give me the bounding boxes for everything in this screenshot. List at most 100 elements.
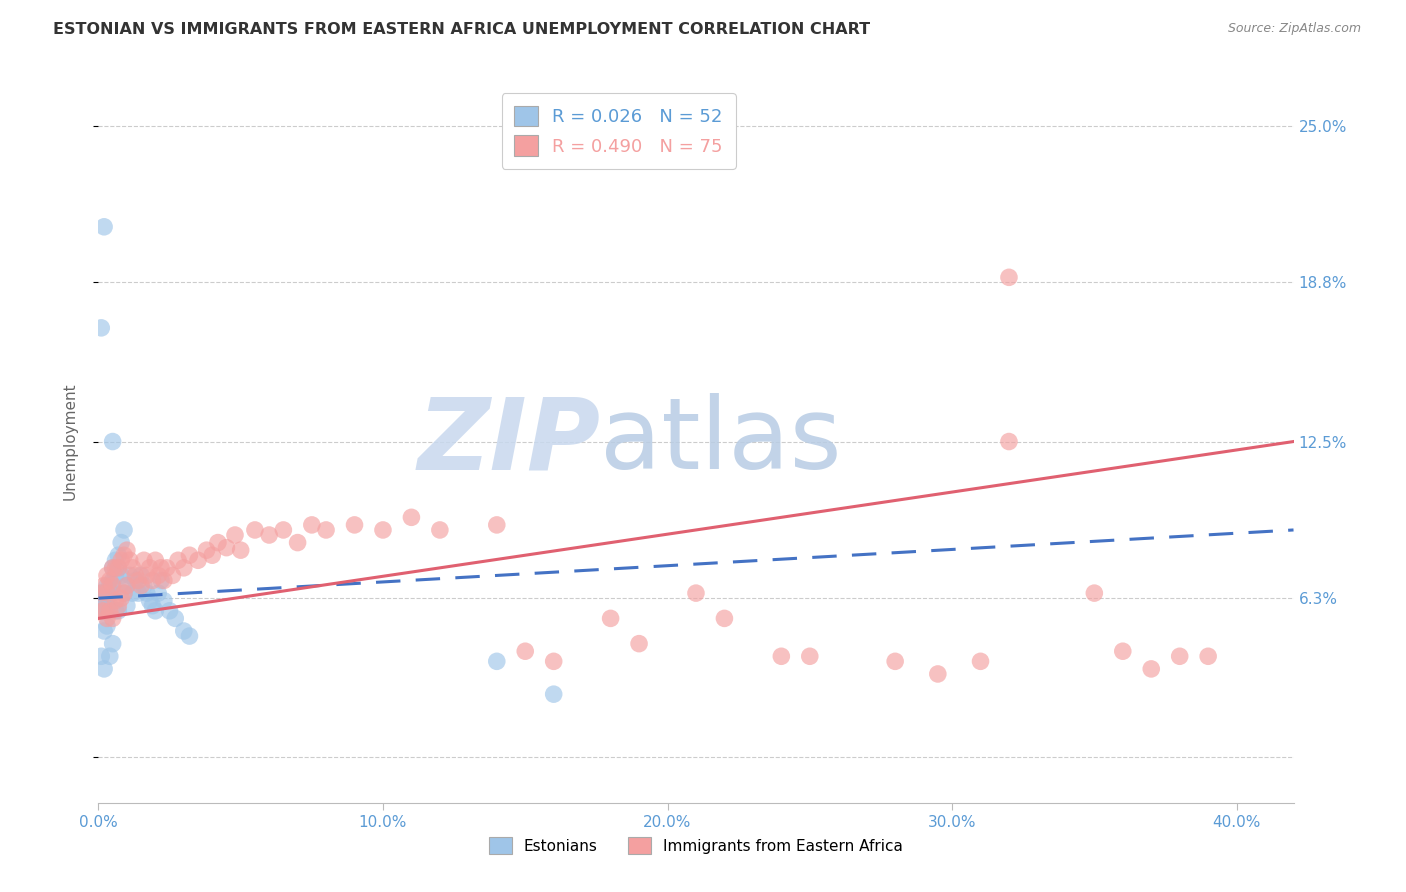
Point (148, 586, 170, 600)
Point (195, 543, 218, 558)
Point (207, 535, 229, 549)
Point (770, 649, 793, 664)
Point (187, 553, 209, 567)
Point (224, 528, 246, 542)
Point (118, 553, 141, 567)
Point (101, 637, 124, 651)
Point (110, 535, 132, 549)
Point (98, 649, 121, 664)
Point (104, 561, 127, 575)
Point (485, 517, 508, 532)
Point (101, 578, 124, 592)
Point (132, 578, 155, 592)
Point (110, 568, 132, 582)
Point (96, 578, 118, 592)
Point (257, 528, 280, 542)
Point (173, 561, 195, 575)
Point (101, 434, 124, 449)
Point (179, 548, 201, 562)
Point (132, 553, 155, 567)
Point (229, 543, 252, 558)
Point (135, 586, 157, 600)
Legend: Estonians, Immigrants from Eastern Africa: Estonians, Immigrants from Eastern Afric… (482, 831, 910, 860)
Point (1168, 649, 1191, 664)
Point (112, 548, 135, 562)
Point (138, 561, 160, 575)
Point (127, 586, 149, 600)
Point (124, 568, 146, 582)
Point (93, 624, 115, 638)
Point (93, 586, 115, 600)
Point (628, 637, 651, 651)
Point (884, 654, 907, 668)
Point (93, 662, 115, 676)
Point (159, 604, 181, 618)
Point (104, 568, 127, 582)
Point (543, 654, 565, 668)
Point (101, 574, 124, 588)
Point (115, 578, 138, 592)
Point (998, 434, 1021, 449)
Point (90, 321, 112, 335)
Text: ZIP: ZIP (418, 393, 600, 490)
Point (1197, 649, 1219, 664)
Point (343, 517, 366, 532)
Text: atlas: atlas (600, 393, 842, 490)
Point (115, 578, 138, 592)
Point (173, 624, 195, 638)
Point (485, 654, 508, 668)
Text: Source: ZipAtlas.com: Source: ZipAtlas.com (1227, 22, 1361, 36)
Point (713, 611, 735, 625)
Point (371, 523, 394, 537)
Point (301, 517, 323, 532)
Point (115, 599, 138, 613)
Point (93, 219, 115, 234)
Point (107, 604, 129, 618)
Point (138, 593, 160, 607)
Point (143, 604, 166, 618)
Point (179, 629, 201, 643)
Point (969, 654, 991, 668)
Point (110, 591, 132, 606)
Point (115, 543, 138, 558)
Point (104, 593, 127, 607)
Point (118, 568, 141, 582)
Point (96, 619, 118, 633)
Point (165, 611, 187, 625)
Point (153, 593, 176, 607)
Point (315, 523, 337, 537)
Point (121, 586, 143, 600)
Point (515, 644, 537, 658)
Point (543, 687, 565, 701)
Point (148, 568, 170, 582)
Point (150, 561, 173, 575)
Point (93, 604, 115, 618)
Point (156, 561, 179, 575)
Point (96, 568, 118, 582)
Point (127, 574, 149, 588)
Point (1140, 662, 1163, 676)
Point (129, 578, 152, 592)
Point (90, 604, 112, 618)
Point (107, 548, 129, 562)
Point (685, 586, 707, 600)
Point (201, 548, 224, 562)
Point (101, 561, 124, 575)
Point (93, 578, 115, 592)
Point (287, 535, 309, 549)
Point (1083, 586, 1105, 600)
Point (273, 523, 295, 537)
Point (90, 593, 112, 607)
Point (998, 270, 1021, 285)
Point (104, 553, 127, 567)
Point (153, 574, 176, 588)
Point (124, 574, 146, 588)
Point (98, 574, 121, 588)
Point (107, 561, 129, 575)
Point (90, 586, 112, 600)
Point (215, 541, 238, 555)
Point (121, 561, 143, 575)
Text: ESTONIAN VS IMMIGRANTS FROM EASTERN AFRICA UNEMPLOYMENT CORRELATION CHART: ESTONIAN VS IMMIGRANTS FROM EASTERN AFRI… (53, 22, 870, 37)
Point (96, 591, 118, 606)
Point (112, 586, 135, 600)
